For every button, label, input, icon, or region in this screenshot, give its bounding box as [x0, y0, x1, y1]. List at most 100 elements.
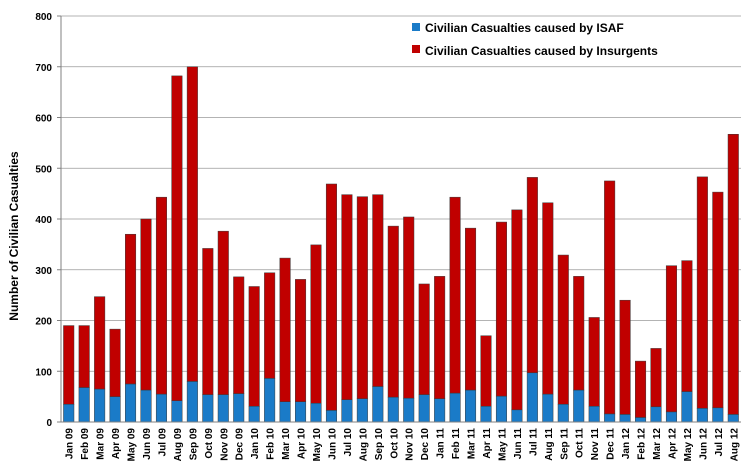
- x-tick-label: Apr 12: [667, 428, 678, 460]
- bar-insurgents: [63, 325, 75, 405]
- bar-isaf: [78, 387, 90, 423]
- bar-isaf: [171, 400, 183, 423]
- x-tick-label: Jun 12: [698, 428, 709, 460]
- bar-isaf: [681, 391, 693, 423]
- bar-insurgents: [418, 283, 430, 395]
- bar-insurgents: [387, 225, 399, 398]
- bar-insurgents: [295, 279, 307, 402]
- bar-isaf: [387, 396, 399, 423]
- x-tick-label: Dec 09: [235, 428, 246, 461]
- bar-insurgents: [248, 286, 260, 407]
- bar-isaf: [495, 395, 507, 423]
- bar-isaf: [619, 414, 631, 423]
- x-tick-label: Jan 10: [250, 428, 261, 460]
- bar-insurgents: [125, 233, 137, 385]
- x-tick-label: Dec 11: [606, 428, 617, 460]
- bar-insurgents: [109, 328, 121, 397]
- bar-isaf: [325, 410, 337, 423]
- bar-isaf: [526, 372, 538, 423]
- x-tick-label: Nov 10: [405, 428, 416, 461]
- y-axis-title: Number of Civilian Casualties: [7, 151, 21, 321]
- x-tick-label: Nov 11: [590, 428, 601, 461]
- legend-label-isaf: Civilian Casualties caused by ISAF: [425, 21, 624, 35]
- y-tick-label: 400: [35, 215, 52, 226]
- bar-isaf: [94, 388, 106, 423]
- y-tick-label: 200: [35, 317, 52, 328]
- bar-isaf: [604, 413, 616, 423]
- x-tick-label: Jan 12: [621, 428, 632, 460]
- bar-isaf: [480, 406, 492, 423]
- x-tick-label: Aug 11: [544, 428, 555, 461]
- bar-isaf: [511, 409, 523, 423]
- bar-isaf: [727, 414, 739, 423]
- legend-label-insurgents: Civilian Casualties caused by Insurgents: [425, 44, 658, 58]
- bar-isaf: [217, 394, 229, 423]
- bar-insurgents: [480, 335, 492, 407]
- bar-isaf: [155, 393, 167, 423]
- bar-insurgents: [403, 216, 415, 399]
- x-tick-label: Jul 12: [714, 428, 725, 457]
- x-tick-label: May 10: [312, 428, 323, 462]
- y-tick-label: 0: [46, 418, 52, 429]
- bar-isaf: [279, 401, 291, 423]
- x-tick-label: Oct 09: [204, 428, 215, 459]
- bar-insurgents: [650, 348, 662, 408]
- x-tick-label: Sep 09: [188, 428, 199, 461]
- x-tick-label: Mar 12: [652, 428, 663, 460]
- bar-insurgents: [495, 221, 507, 397]
- bar-insurgents: [681, 260, 693, 392]
- bar-insurgents: [619, 299, 631, 415]
- x-tick-label: Jun 11: [513, 428, 524, 460]
- bar-isaf: [403, 397, 415, 423]
- bar-isaf: [542, 393, 554, 423]
- bar-isaf: [341, 399, 353, 423]
- bar-isaf: [465, 389, 477, 423]
- bar-isaf: [310, 402, 322, 423]
- bar-insurgents: [696, 176, 708, 409]
- bar-isaf: [696, 408, 708, 423]
- x-tick-label: Jan 11: [436, 428, 447, 459]
- x-tick-label: Sep 11: [559, 428, 570, 460]
- legend: Civilian Casualties caused by ISAF Civil…: [412, 21, 658, 58]
- bar-insurgents: [356, 196, 368, 399]
- bar-insurgents: [372, 194, 384, 387]
- bar-insurgents: [449, 196, 461, 394]
- bar-isaf: [125, 383, 137, 423]
- bar-isaf: [434, 398, 446, 423]
- bar-isaf: [665, 411, 677, 423]
- bar-insurgents: [186, 66, 198, 382]
- x-tick-label: Feb 11: [451, 428, 462, 460]
- x-tick-label: Apr 10: [297, 428, 308, 460]
- y-tick-labels: 0 100 200 300 400 500 600 700 800: [35, 12, 52, 429]
- bar-isaf: [63, 403, 75, 423]
- bar-isaf: [712, 407, 724, 423]
- x-tick-label: Aug 12: [729, 428, 740, 462]
- bar-isaf: [264, 378, 276, 423]
- bar-insurgents: [171, 75, 183, 401]
- bar-isaf: [372, 386, 384, 423]
- bar-insurgents: [573, 276, 585, 391]
- axes-layer: [60, 16, 741, 423]
- x-tick-label: Oct 10: [389, 428, 400, 459]
- bar-insurgents: [310, 244, 322, 404]
- y-tick-label: 800: [35, 12, 52, 23]
- bar-isaf: [202, 394, 214, 423]
- x-tick-label: Apr 09: [111, 428, 122, 460]
- bar-isaf: [140, 389, 152, 423]
- bar-insurgents: [557, 254, 569, 405]
- bar-isaf: [233, 393, 245, 423]
- bar-isaf: [248, 406, 260, 423]
- bar-insurgents: [217, 230, 229, 395]
- bar-insurgents: [140, 218, 152, 391]
- x-tick-label: Feb 12: [637, 428, 648, 460]
- bars-layer: [63, 66, 739, 423]
- bar-insurgents: [233, 276, 245, 394]
- bar-isaf: [573, 389, 585, 423]
- x-tick-label: Oct 11: [575, 428, 586, 458]
- bar-insurgents: [325, 183, 337, 411]
- bar-isaf: [650, 406, 662, 423]
- bar-insurgents: [465, 227, 477, 391]
- bar-insurgents: [434, 276, 446, 399]
- bar-insurgents: [526, 177, 538, 374]
